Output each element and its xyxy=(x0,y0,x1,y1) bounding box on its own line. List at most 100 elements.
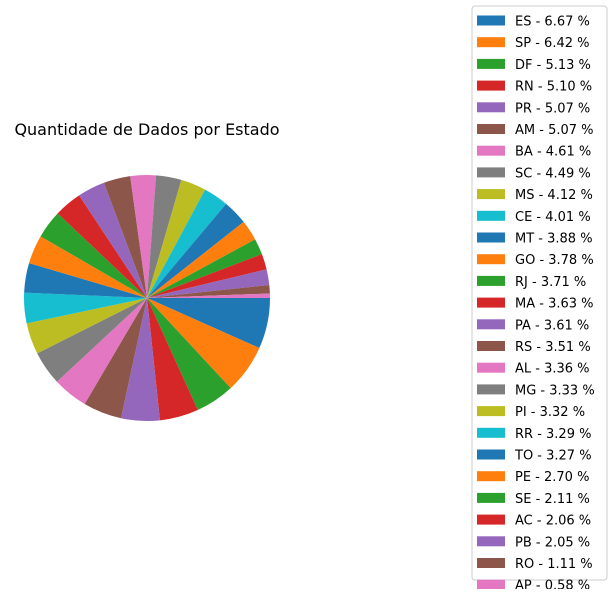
legend-label: MG - 3.33 % xyxy=(515,383,595,398)
legend-swatch xyxy=(477,297,505,308)
legend-label: MA - 3.63 % xyxy=(515,297,594,312)
legend-label: RN - 5.10 % xyxy=(515,80,592,95)
legend-item-pb: PB - 2.05 % xyxy=(477,535,590,550)
legend-item-sp: SP - 6.42 % xyxy=(477,36,589,51)
legend-swatch xyxy=(477,449,505,460)
legend-item-ac: AC - 2.06 % xyxy=(477,514,591,529)
legend-swatch xyxy=(477,189,505,200)
legend-swatch xyxy=(477,80,505,91)
legend-item-go: GO - 3.78 % xyxy=(477,253,594,268)
pie-slice-ro xyxy=(147,284,270,298)
legend-label: PI - 3.32 % xyxy=(515,405,585,420)
pie-slice-rs xyxy=(103,176,147,298)
legend-swatch xyxy=(477,210,505,221)
legend-item-to: TO - 3.27 % xyxy=(477,449,592,464)
pie-slice-pb xyxy=(147,269,270,298)
chart-title: Quantidade de Dados por Estado xyxy=(14,120,279,139)
legend-item-mt: MT - 3.88 % xyxy=(477,232,593,247)
legend-label: PR - 5.07 % xyxy=(515,101,590,116)
legend-swatch xyxy=(477,37,505,48)
legend-item-ro: RO - 1.11 % xyxy=(477,557,593,572)
legend-item-ba: BA - 4.61 % xyxy=(477,145,591,160)
legend-swatch xyxy=(477,384,505,395)
legend-item-ap: AP - 0.58 % xyxy=(477,579,590,593)
pie-slice-rr xyxy=(147,189,227,298)
legend-label: RR - 3.29 % xyxy=(515,427,591,442)
pie-slice-es xyxy=(147,298,270,349)
legend-swatch xyxy=(477,254,505,265)
pie-slice-ce xyxy=(23,292,147,324)
pie-slice-mg xyxy=(147,175,182,298)
pie-slice-df xyxy=(147,298,231,411)
legend-item-mg: MG - 3.33 % xyxy=(477,383,595,398)
legend-swatch xyxy=(477,579,505,590)
pie-slice-ap xyxy=(147,293,270,298)
legend-swatch xyxy=(477,145,505,156)
pie-slice-se xyxy=(147,239,262,298)
legend-item-am: AM - 5.07 % xyxy=(477,123,594,138)
legend-label: ES - 6.67 % xyxy=(515,15,590,30)
legend-label: TO - 3.27 % xyxy=(514,449,592,464)
legend-swatch xyxy=(477,232,505,243)
legend-label: MT - 3.88 % xyxy=(515,232,593,247)
legend-label: GO - 3.78 % xyxy=(515,253,594,268)
pie-slice-sc xyxy=(37,298,147,382)
legend-label: SP - 6.42 % xyxy=(515,36,589,51)
legend-label: RJ - 3.71 % xyxy=(515,275,586,290)
legend-frame xyxy=(471,5,608,581)
legend-swatch xyxy=(477,124,505,134)
legend-item-pe: PE - 2.70 % xyxy=(477,470,589,485)
legend-label: RS - 3.51 % xyxy=(515,340,591,355)
legend-item-sc: SC - 4.49 % xyxy=(477,166,591,181)
legend-item-ma: MA - 3.63 % xyxy=(477,297,594,312)
legend-label: PB - 2.05 % xyxy=(515,535,590,550)
legend-item-rj: RJ - 3.71 % xyxy=(477,275,586,290)
pie-slice-ms xyxy=(26,298,148,354)
legend-swatch xyxy=(477,341,505,351)
legend-item-pr: PR - 5.07 % xyxy=(477,101,590,116)
legend-label: CE - 4.01 % xyxy=(515,210,591,225)
pie-slice-ac xyxy=(147,254,267,298)
legend-swatch xyxy=(477,492,505,503)
pie-slice-pa xyxy=(79,182,147,298)
legend-item-pa: PA - 3.61 % xyxy=(477,318,589,333)
legend-label: MS - 4.12 % xyxy=(515,188,593,203)
pie-slice-to xyxy=(147,203,244,298)
legend-swatch xyxy=(477,514,505,525)
legend-swatch xyxy=(477,406,505,417)
legend-swatch xyxy=(477,102,505,113)
legend-swatch xyxy=(477,558,505,568)
legend-item-ce: CE - 4.01 % xyxy=(477,210,591,225)
pie-slice-mt xyxy=(24,263,147,298)
legend-label: AP - 0.58 % xyxy=(515,579,590,589)
legend-item-rr: RR - 3.29 % xyxy=(477,427,591,442)
pie-slice-pr xyxy=(120,298,160,421)
legend-label: BA - 4.61 % xyxy=(515,145,591,160)
pie-slice-rn xyxy=(147,298,198,421)
legend-label: AM - 5.07 % xyxy=(515,123,594,138)
legend-swatch xyxy=(477,427,505,438)
legend-item-al: AL - 3.36 % xyxy=(477,362,590,377)
legend-item-se: SE - 2.11 % xyxy=(477,492,590,507)
legend-item-rs: RS - 3.51 % xyxy=(477,340,591,355)
legend-swatch xyxy=(477,536,505,547)
legend-swatch xyxy=(477,275,505,286)
pie-slice-sp xyxy=(147,298,260,389)
legend-swatch xyxy=(477,471,505,482)
pie-slice-go xyxy=(29,236,147,298)
pie-slice-pe xyxy=(147,221,256,298)
legend: ES - 6.67 % SP - 6.42 % DF - 5.13 % RN - 5.… xyxy=(471,5,608,593)
legend-item-es: ES - 6.67 % xyxy=(477,15,590,30)
legend-entries: ES - 6.67 % SP - 6.42 % DF - 5.13 % RN - 5.… xyxy=(477,15,595,593)
pie-slice-ma xyxy=(57,195,147,298)
legend-swatch xyxy=(477,15,505,26)
legend-label: SC - 4.49 % xyxy=(515,166,591,181)
pie-slice-ba xyxy=(56,298,147,405)
legend-swatch xyxy=(477,362,505,373)
pie-slices xyxy=(23,175,270,421)
legend-label: DF - 5.13 % xyxy=(515,58,591,73)
legend-item-rn: RN - 5.10 % xyxy=(477,80,592,95)
legend-item-pi: PI - 3.32 % xyxy=(477,405,585,420)
